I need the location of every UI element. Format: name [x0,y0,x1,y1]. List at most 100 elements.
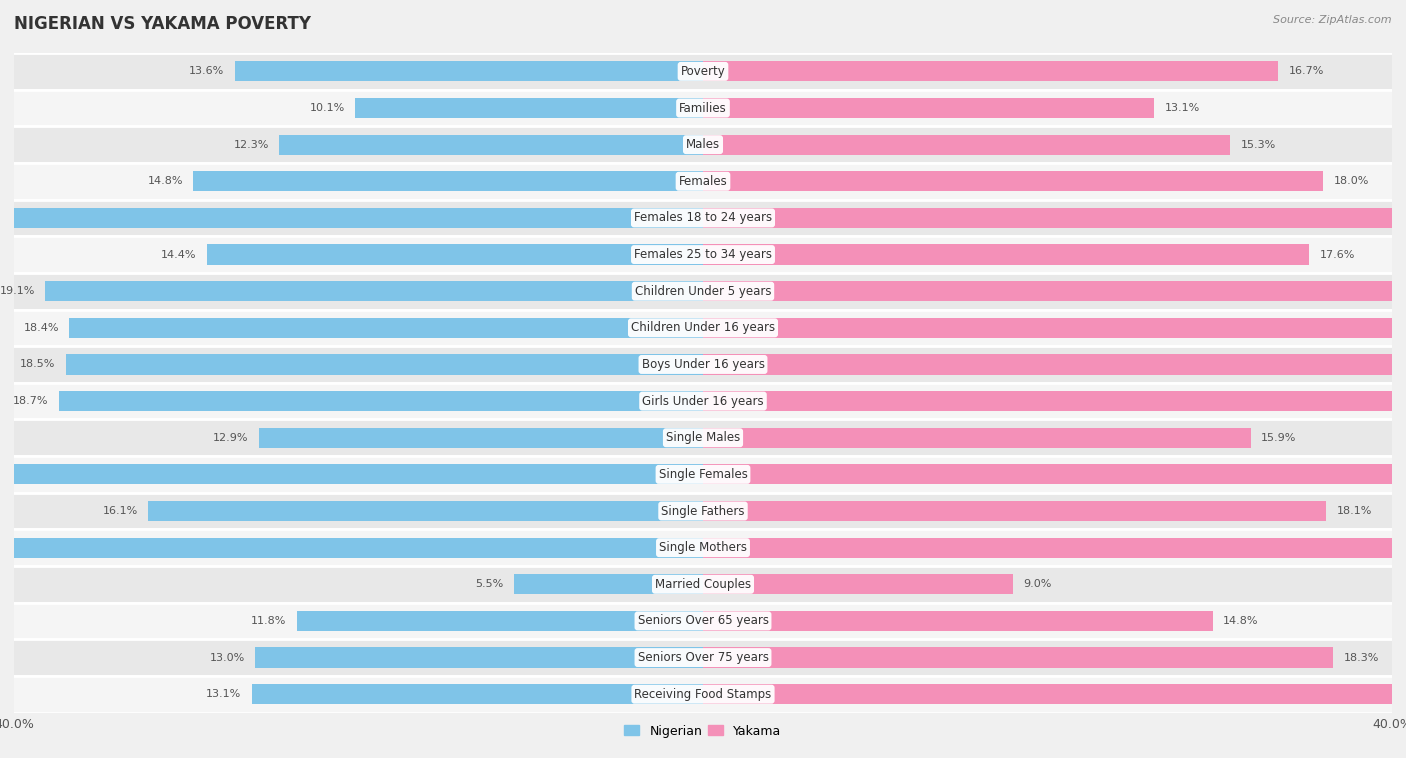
Text: Girls Under 16 years: Girls Under 16 years [643,395,763,408]
Bar [0,89,1406,127]
Text: Poverty: Poverty [681,65,725,78]
Bar [0,199,1406,236]
Text: Boys Under 16 years: Boys Under 16 years [641,358,765,371]
Text: Married Couples: Married Couples [655,578,751,590]
Bar [235,61,703,81]
Text: 14.4%: 14.4% [162,249,197,259]
Text: 15.3%: 15.3% [1240,139,1275,149]
Text: 19.1%: 19.1% [0,287,35,296]
Text: Single Fathers: Single Fathers [661,505,745,518]
Bar [69,318,703,338]
Bar [0,273,1406,309]
Bar [256,647,703,668]
Bar [0,236,1406,273]
Bar [297,611,703,631]
Bar [0,383,1406,419]
Bar [513,575,703,594]
Text: Females 25 to 34 years: Females 25 to 34 years [634,248,772,261]
Text: 14.8%: 14.8% [148,177,183,186]
Text: Children Under 16 years: Children Under 16 years [631,321,775,334]
Text: 16.7%: 16.7% [1289,67,1324,77]
Bar [0,127,1406,163]
Bar [193,171,703,191]
Bar [703,647,1333,668]
Bar [0,603,1406,639]
Text: 18.0%: 18.0% [1333,177,1369,186]
Bar [207,245,703,265]
Bar [0,419,1406,456]
Text: 14.8%: 14.8% [1223,616,1258,626]
Bar [703,465,1406,484]
Bar [703,171,1323,191]
Text: Single Males: Single Males [666,431,740,444]
Bar [703,575,1012,594]
Text: 13.0%: 13.0% [209,653,245,662]
Bar [66,355,703,374]
Bar [0,676,1406,713]
Text: Families: Families [679,102,727,114]
Bar [703,611,1213,631]
Text: Seniors Over 65 years: Seniors Over 65 years [637,615,769,628]
Legend: Nigerian, Yakama: Nigerian, Yakama [619,719,787,743]
Bar [45,281,703,301]
Text: 17.6%: 17.6% [1320,249,1355,259]
Bar [703,208,1406,228]
Text: Males: Males [686,138,720,151]
Text: 11.8%: 11.8% [250,616,287,626]
Bar [703,355,1406,374]
Bar [0,53,1406,89]
Bar [703,98,1154,118]
Text: Females 18 to 24 years: Females 18 to 24 years [634,211,772,224]
Text: Receiving Food Stamps: Receiving Food Stamps [634,688,772,700]
Bar [703,245,1309,265]
Text: 18.4%: 18.4% [24,323,59,333]
Bar [259,428,703,448]
Bar [703,428,1251,448]
Text: 18.5%: 18.5% [20,359,55,369]
Text: 13.1%: 13.1% [1164,103,1199,113]
Bar [149,501,703,521]
Text: 13.6%: 13.6% [188,67,224,77]
Text: Seniors Over 75 years: Seniors Over 75 years [637,651,769,664]
Text: Single Females: Single Females [658,468,748,481]
Bar [703,281,1406,301]
Text: 18.3%: 18.3% [1344,653,1379,662]
Bar [356,98,703,118]
Bar [0,456,1406,493]
Bar [703,391,1406,411]
Text: 16.1%: 16.1% [103,506,138,516]
Bar [0,309,1406,346]
Bar [0,493,1406,529]
Bar [0,208,703,228]
Bar [59,391,703,411]
Text: 18.1%: 18.1% [1337,506,1372,516]
Bar [703,684,1406,704]
Text: 10.1%: 10.1% [309,103,344,113]
Bar [0,639,1406,676]
Bar [0,465,703,484]
Bar [703,61,1278,81]
Text: Females: Females [679,175,727,188]
Bar [703,318,1406,338]
Bar [0,529,1406,566]
Bar [703,135,1230,155]
Bar [252,684,703,704]
Text: 12.9%: 12.9% [212,433,249,443]
Bar [703,501,1326,521]
Bar [0,566,1406,603]
Text: Children Under 5 years: Children Under 5 years [634,285,772,298]
Text: 18.7%: 18.7% [13,396,49,406]
Text: NIGERIAN VS YAKAMA POVERTY: NIGERIAN VS YAKAMA POVERTY [14,15,311,33]
Bar [0,346,1406,383]
Text: Single Mothers: Single Mothers [659,541,747,554]
Bar [0,537,703,558]
Text: 15.9%: 15.9% [1261,433,1296,443]
Text: 12.3%: 12.3% [233,139,269,149]
Text: 9.0%: 9.0% [1024,579,1052,589]
Bar [703,537,1406,558]
Bar [280,135,703,155]
Bar [0,163,1406,199]
Text: 5.5%: 5.5% [475,579,503,589]
Text: 13.1%: 13.1% [207,689,242,699]
Text: Source: ZipAtlas.com: Source: ZipAtlas.com [1274,15,1392,25]
